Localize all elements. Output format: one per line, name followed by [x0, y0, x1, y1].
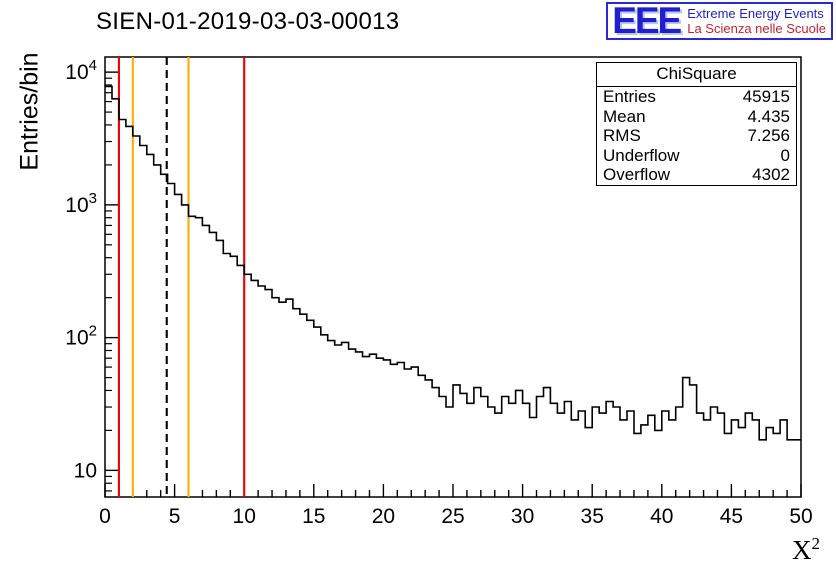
stats-row: RMS 7.256 [597, 126, 796, 146]
stats-row: Entries 45915 [597, 87, 796, 107]
svg-text:25: 25 [441, 505, 464, 528]
svg-text:35: 35 [581, 505, 604, 528]
stats-row-value: 4.435 [747, 106, 790, 126]
chart-title: SIEN-01-2019-03-03-00013 [96, 8, 400, 35]
stats-row-value: 0 [780, 145, 790, 165]
svg-text:30: 30 [511, 505, 534, 528]
eee-logo-acronym: EEE [612, 0, 682, 41]
svg-text:5: 5 [169, 505, 181, 528]
eee-logo-text: Extreme Energy Events La Scienza nelle S… [687, 6, 826, 36]
svg-text:10: 10 [233, 505, 256, 528]
stats-row-value: 7.256 [747, 126, 790, 145]
stats-row-value: 45915 [742, 87, 790, 106]
stats-box-title: ChiSquare [597, 63, 796, 87]
svg-text:102: 102 [65, 323, 97, 350]
svg-text:15: 15 [302, 505, 325, 528]
stats-box: ChiSquare Entries 45915 Mean 4.435 RMS 7… [596, 62, 797, 186]
stats-row-label: Overflow [603, 165, 671, 184]
x-axis-title-base: X [792, 535, 812, 565]
svg-text:40: 40 [650, 505, 673, 528]
svg-text:50: 50 [789, 505, 812, 528]
svg-text:104: 104 [65, 57, 97, 84]
stats-row-label: Underflow [603, 145, 680, 165]
stats-row-label: Mean [603, 106, 646, 126]
svg-text:0: 0 [99, 505, 111, 528]
eee-logo-line1: Extreme Energy Events [687, 6, 824, 21]
stats-row: Mean 4.435 [597, 107, 796, 127]
stats-row-label: RMS [603, 126, 641, 145]
stats-row-label: Entries [603, 87, 656, 106]
x-axis-title-exponent: 2 [811, 534, 821, 553]
eee-logo: EEE Extreme Energy Events La Scienza nel… [606, 2, 833, 40]
stats-row: Overflow 4302 [597, 165, 796, 185]
svg-text:103: 103 [65, 190, 97, 217]
svg-text:20: 20 [372, 505, 395, 528]
x-axis-title: X2 [792, 534, 820, 566]
eee-logo-line2: La Scienza nelle Scuole [687, 21, 826, 36]
stats-row: Underflow 0 [597, 146, 796, 166]
stats-row-value: 4302 [752, 165, 790, 184]
svg-text:45: 45 [720, 505, 743, 528]
svg-text:10: 10 [74, 459, 97, 482]
y-axis-title: Entries/bin [15, 52, 44, 171]
